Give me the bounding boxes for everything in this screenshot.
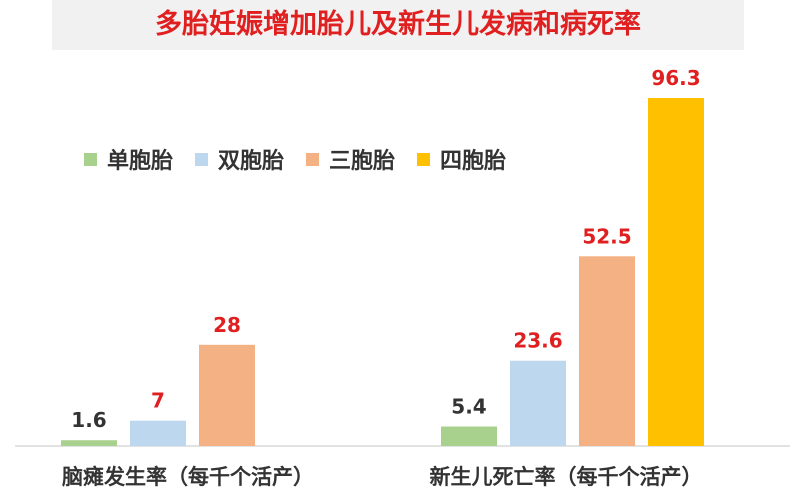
legend-swatch xyxy=(84,152,97,166)
bar xyxy=(648,98,704,446)
legend-item: 单胞胎 xyxy=(84,143,173,175)
legend-label: 三胞胎 xyxy=(329,149,396,174)
legend-item: 双胞胎 xyxy=(195,143,284,175)
data-label: 1.6 xyxy=(71,408,106,432)
category-label: 脑瘫发生率（每千个活产） xyxy=(62,465,314,489)
legend-item: 四胞胎 xyxy=(417,143,506,175)
legend-swatch xyxy=(417,152,431,166)
bar xyxy=(199,344,255,446)
data-label: 23.6 xyxy=(513,329,562,353)
legend-label: 单胞胎 xyxy=(107,149,174,174)
chart-title: 多胎妊娠增加胎儿及新生儿发病和病死率 xyxy=(155,9,641,40)
data-label: 5.4 xyxy=(451,394,486,418)
data-label: 7 xyxy=(151,389,165,413)
legend-swatch xyxy=(306,152,320,166)
legend-label: 双胞胎 xyxy=(218,149,285,174)
legend-item: 三胞胎 xyxy=(306,143,395,175)
bar xyxy=(510,360,566,446)
data-label: 28 xyxy=(213,313,241,337)
data-label: 96.3 xyxy=(651,66,700,90)
legend-label: 四胞胎 xyxy=(440,149,507,174)
legend: 单胞胎 双胞胎 三胞胎 四胞胎 xyxy=(84,142,528,176)
legend-swatch xyxy=(195,152,209,166)
bar xyxy=(130,420,186,446)
category-label: 新生儿死亡率（每千个活产） xyxy=(430,465,703,489)
data-label: 52.5 xyxy=(582,224,631,248)
bar xyxy=(441,426,497,446)
bar xyxy=(579,256,635,446)
title-band xyxy=(52,0,744,50)
bar xyxy=(61,440,117,446)
